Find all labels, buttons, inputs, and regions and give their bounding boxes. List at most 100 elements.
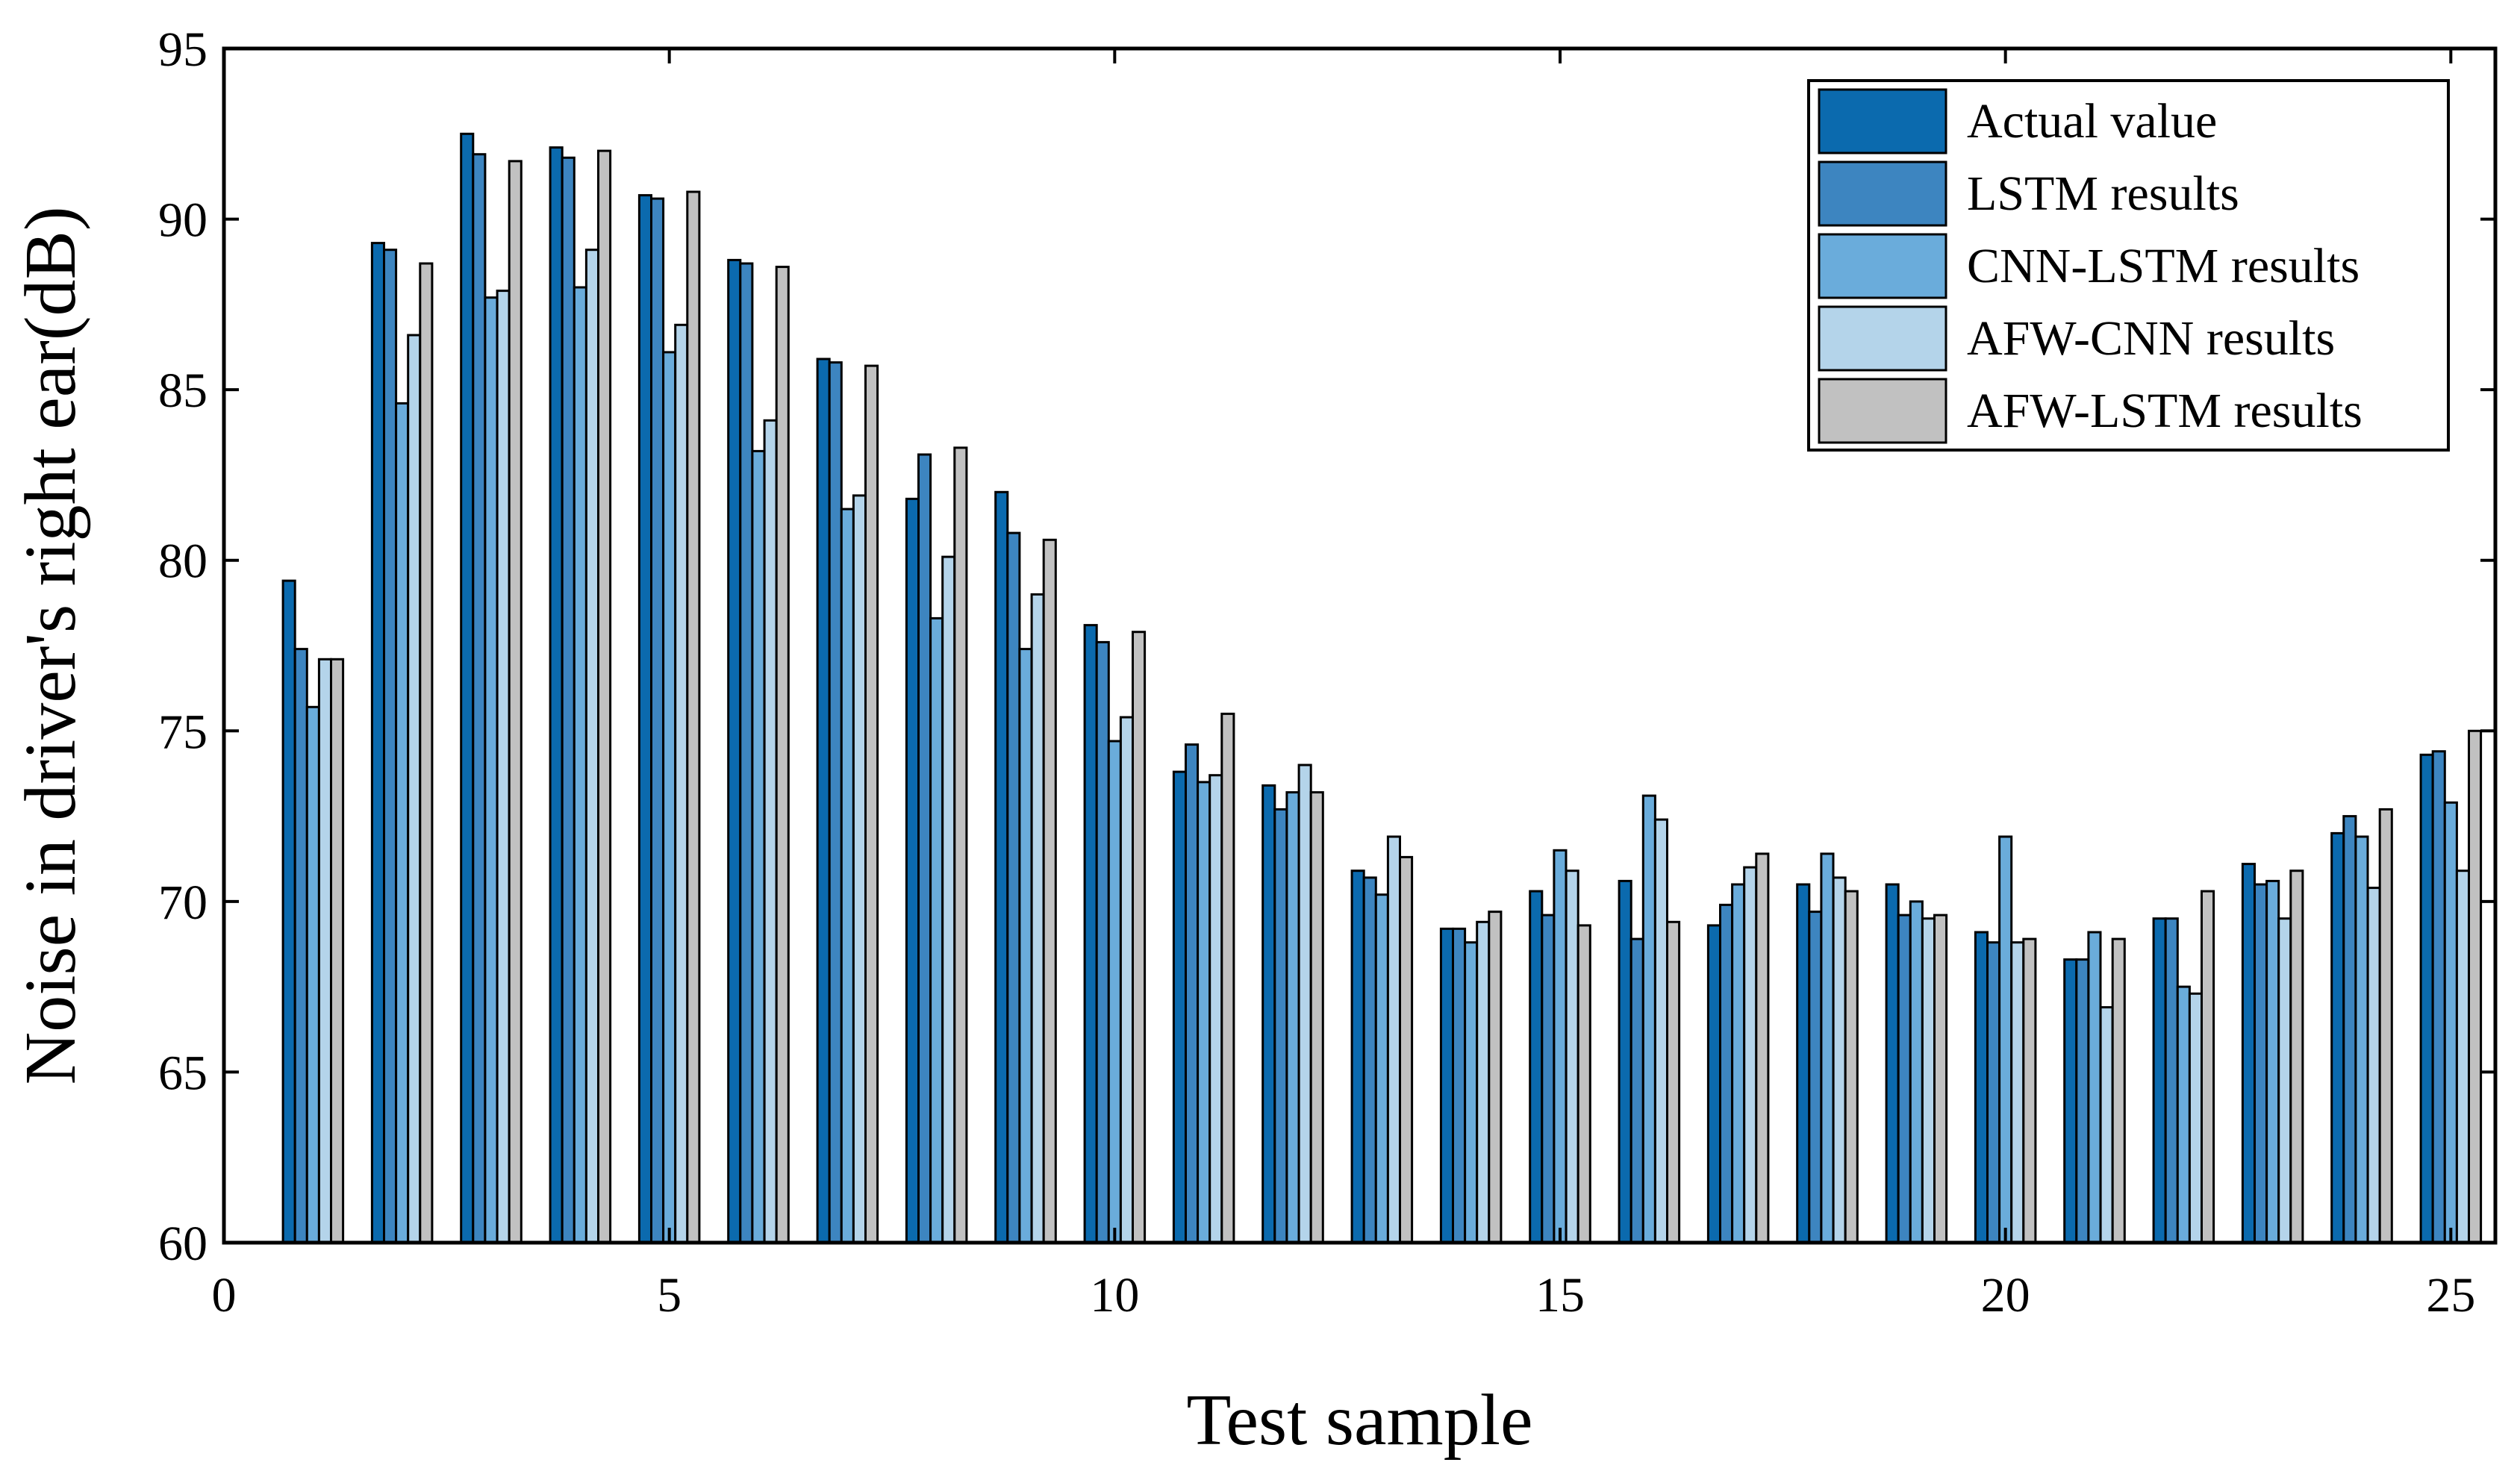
x-tick-label: 15 [1535,1268,1585,1323]
legend-label: LSTM results [1967,166,2239,221]
bar-2-sample-9 [1006,531,1021,1244]
bar-3-sample-13 [1374,893,1389,1244]
bar-3-sample-12 [1285,791,1300,1244]
bar-1-sample-24 [2330,831,2345,1244]
bar-4-sample-14 [1476,920,1491,1244]
legend-label: AFW-CNN results [1967,311,2335,366]
y-tick-label: 80 [158,534,208,589]
bar-4-sample-6 [763,419,778,1244]
bar-1-sample-23 [2241,863,2256,1244]
bar-4-sample-20 [2010,941,2025,1244]
bar-3-sample-22 [2176,985,2191,1244]
bar-3-sample-19 [1909,900,1924,1244]
bar-4-sample-15 [1565,869,1579,1244]
legend-swatch [1818,88,1947,154]
bar-4-sample-12 [1297,764,1312,1244]
bar-1-sample-6 [727,258,742,1244]
bar-5-sample-9 [1042,538,1057,1244]
bar-2-sample-6 [739,262,754,1244]
bar-1-sample-13 [1350,869,1365,1244]
bar-2-sample-11 [1185,743,1200,1244]
bar-5-sample-21 [2111,937,2126,1244]
bar-2-sample-1 [293,648,308,1244]
bar-3-sample-4 [573,286,587,1244]
bar-2-sample-3 [472,153,487,1244]
y-tick-label: 60 [158,1217,208,1271]
bar-4-sample-2 [407,334,422,1244]
legend-label: AFW-LSTM results [1967,384,2362,438]
bar-4-sample-1 [317,658,332,1244]
bar-5-sample-14 [1488,911,1503,1244]
bar-2-sample-16 [1629,937,1644,1244]
bar-2-sample-4 [561,156,576,1244]
bar-2-sample-25 [2431,750,2446,1244]
bar-4-sample-4 [584,249,600,1244]
bar-1-sample-8 [905,497,920,1244]
bar-2-sample-18 [1808,911,1823,1244]
bar-3-sample-25 [2443,801,2458,1244]
x-tick-label: 10 [1090,1268,1139,1323]
legend-swatch [1818,160,1947,227]
legend-label: Actual value [1967,94,2217,149]
bar-4-sample-19 [1921,917,1936,1244]
bar-2-sample-13 [1362,876,1377,1244]
bar-1-sample-21 [2063,958,2078,1244]
bar-1-sample-15 [1529,890,1544,1244]
bar-1-sample-5 [637,194,653,1244]
bar-4-sample-3 [496,290,511,1244]
bar-1-sample-19 [1885,883,1900,1244]
bar-4-sample-11 [1208,774,1223,1244]
legend: Actual value LSTM results CNN-LSTM results… [1807,79,2450,452]
plot-area-frame [222,46,2498,1245]
bar-5-sample-8 [953,446,968,1244]
bar-3-sample-10 [1107,740,1122,1244]
bar-1-sample-18 [1796,883,1811,1244]
bar-2-sample-22 [2164,917,2179,1244]
bar-1-sample-9 [994,490,1009,1244]
x-tick-label: 25 [2426,1268,2475,1323]
bar-4-sample-21 [2099,1006,2114,1244]
bar-2-sample-2 [383,249,398,1244]
bar-4-sample-17 [1743,866,1758,1244]
bar-4-sample-10 [1119,716,1135,1244]
bar-2-sample-8 [917,453,932,1244]
y-tick-label: 85 [158,363,208,418]
bar-1-sample-17 [1706,924,1721,1244]
bar-1-sample-3 [460,132,475,1244]
bar-5-sample-3 [508,160,523,1244]
legend-swatch [1818,305,1947,372]
y-axis-title: Noise in driver's right ear(dB) [10,206,91,1084]
bar-3-sample-1 [305,705,320,1244]
bar-2-sample-14 [1452,927,1467,1244]
bar-5-sample-4 [597,149,612,1244]
bar-4-sample-22 [2188,992,2203,1244]
bar-3-sample-5 [662,351,677,1244]
bar-5-sample-17 [1755,852,1770,1244]
x-tick-label: 5 [657,1268,682,1323]
bar-3-sample-16 [1641,794,1656,1244]
bar-1-sample-12 [1261,784,1276,1244]
bar-4-sample-13 [1386,835,1402,1244]
legend-label: CNN-LSTM results [1967,239,2360,293]
bar-4-sample-7 [852,494,867,1244]
bar-1-sample-22 [2152,917,2167,1244]
bar-1-sample-4 [549,146,564,1244]
bar-1-sample-10 [1083,624,1098,1244]
bar-3-sample-21 [2087,931,2102,1244]
bar-5-sample-25 [2468,729,2483,1244]
bar-3-sample-18 [1820,852,1835,1244]
bar-3-sample-6 [751,449,766,1244]
bar-2-sample-23 [2254,883,2268,1244]
bar-3-sample-20 [1998,835,2013,1244]
y-tick-label: 65 [158,1046,208,1100]
bar-3-sample-17 [1731,883,1746,1244]
bar-3-sample-7 [840,508,855,1244]
bar-2-sample-12 [1273,808,1288,1244]
axis-ticks: 0 5 10 15 20 25 60 65 70 75 80 85 90 95 [158,22,2495,1323]
y-tick-label: 75 [158,705,208,759]
bar-1-sample-2 [370,242,385,1244]
bar-5-sample-23 [2289,869,2304,1244]
bar-2-sample-17 [1719,903,1734,1244]
bar-4-sample-9 [1030,593,1045,1244]
